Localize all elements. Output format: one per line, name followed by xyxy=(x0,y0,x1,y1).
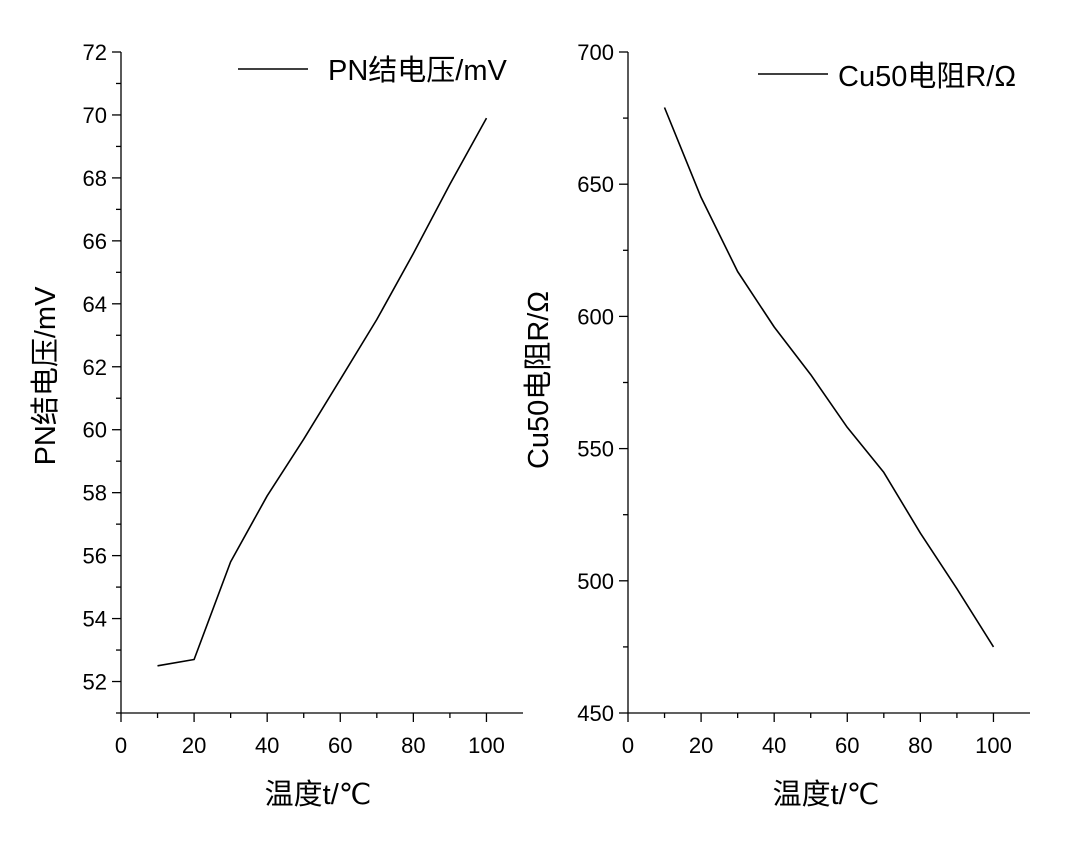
x-tick-label: 80 xyxy=(908,733,932,758)
series-line xyxy=(663,107,995,648)
x-tick-label: 0 xyxy=(622,733,634,758)
y-tick-label: 62 xyxy=(83,355,107,380)
legend: PN结电压/mV xyxy=(238,54,508,87)
y-tick-label: 52 xyxy=(83,670,107,695)
y-tick-label: 72 xyxy=(83,40,107,65)
y-tick-label: 600 xyxy=(577,304,614,329)
x-axis-title: 温度t/℃ xyxy=(265,778,372,811)
y-tick-label: 66 xyxy=(83,229,107,254)
x-tick-label: 20 xyxy=(182,733,206,758)
y-tick-label: 500 xyxy=(577,569,614,594)
y-tick-label: 70 xyxy=(83,103,107,128)
legend-label: Cu50电阻R/Ω xyxy=(838,60,1016,93)
legend-label: PN结电压/mV xyxy=(328,54,508,87)
x-tick-label: 80 xyxy=(401,733,425,758)
series-lines xyxy=(663,107,995,648)
cu50-resistance-chart: 0 20 40 60 80 100 450 500 550 600 650 700 Cu50电阻R/… xyxy=(522,40,1030,811)
x-tick-label: 60 xyxy=(835,733,859,758)
series-line xyxy=(157,117,488,667)
series-lines xyxy=(157,117,488,667)
y-tick-label: 60 xyxy=(83,418,107,443)
y-tick-label: 550 xyxy=(577,437,614,462)
y-ticks: 450 500 550 600 650 700 xyxy=(577,40,628,726)
x-ticks: 0 20 40 60 80 100 xyxy=(622,713,1012,758)
y-tick-label: 54 xyxy=(83,607,107,632)
x-tick-label: 100 xyxy=(975,733,1012,758)
x-tick-label: 60 xyxy=(328,733,352,758)
y-tick-label: 650 xyxy=(577,172,614,197)
y-axis-title: Cu50电阻R/Ω xyxy=(522,291,555,469)
x-tick-label: 0 xyxy=(115,733,127,758)
x-tick-label: 40 xyxy=(762,733,786,758)
y-tick-label: 58 xyxy=(83,481,107,506)
x-axis-title: 温度t/℃ xyxy=(773,778,880,811)
y-tick-label: 56 xyxy=(83,544,107,569)
y-axis-title: PN结电压/mV xyxy=(29,286,62,466)
y-ticks: 52 54 56 58 60 62 64 66 68 70 72 xyxy=(83,40,121,714)
x-ticks: 0 20 40 60 80 100 xyxy=(115,713,505,758)
x-tick-label: 100 xyxy=(468,733,505,758)
y-tick-label: 64 xyxy=(83,292,107,317)
x-tick-label: 20 xyxy=(689,733,713,758)
y-tick-label: 700 xyxy=(577,40,614,65)
pn-voltage-chart: 0 20 40 60 80 100 52 54 56 58 60 62 64 66 68 70 72 PN结电… xyxy=(29,40,523,811)
x-tick-label: 40 xyxy=(255,733,279,758)
legend: Cu50电阻R/Ω xyxy=(758,60,1016,93)
y-tick-label: 68 xyxy=(83,166,107,191)
y-tick-label: 450 xyxy=(577,701,614,726)
